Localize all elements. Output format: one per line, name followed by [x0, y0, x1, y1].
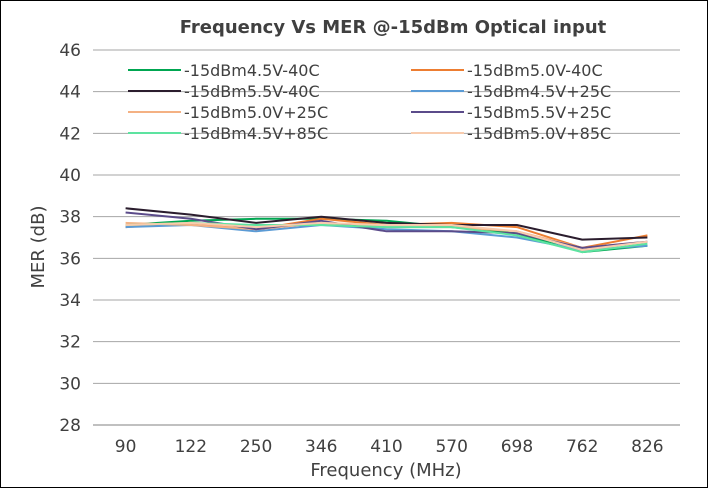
x-axis-label: Frequency (MHz)	[310, 460, 461, 481]
x-tick-label: 122	[175, 437, 207, 457]
x-axis-ticks: 90 122 250 346 410 570 698 762 826	[115, 437, 664, 457]
y-tick-label: 44	[59, 83, 81, 103]
series-lines	[125, 207, 648, 254]
legend-label: -15dBm5.0V+25C	[184, 103, 328, 122]
legend-item: -15dBm5.0V-40C	[411, 61, 603, 80]
legend-item: -15dBm5.0V+85C	[411, 124, 611, 143]
legend-item: -15dBm5.5V-40C	[128, 82, 320, 101]
y-axis-label: MER (dB)	[28, 206, 49, 289]
legend-label: -15dBm5.5V-40C	[184, 82, 320, 101]
series-line-3	[125, 207, 648, 241]
legend-item: -15dBm4.5V-40C	[128, 61, 320, 80]
y-tick-label: 40	[59, 166, 81, 186]
x-tick-label: 762	[566, 437, 598, 457]
legend-label: -15dBm4.5V+25C	[467, 82, 611, 101]
legend-item: -15dBm5.0V+25C	[128, 103, 328, 122]
legend-item: -15dBm4.5V+25C	[411, 82, 611, 101]
y-tick-label: 46	[59, 41, 81, 61]
x-tick-label: 346	[305, 437, 337, 457]
x-tick-label: 826	[631, 437, 663, 457]
x-tick-label: 90	[115, 437, 137, 457]
gridlines	[93, 49, 680, 426]
y-tick-label: 36	[59, 249, 81, 269]
y-tick-label: 30	[59, 374, 81, 394]
chart-title: Frequency Vs MER @-15dBm Optical input	[180, 17, 607, 38]
legend-item: -15dBm4.5V+85C	[128, 124, 328, 143]
legend: -15dBm4.5V-40C -15dBm5.0V-40C -15dBm5.5V-4…	[128, 61, 611, 143]
x-tick-label: 410	[370, 437, 402, 457]
x-tick-label: 250	[240, 437, 272, 457]
legend-label: -15dBm5.0V-40C	[467, 61, 603, 80]
series-line-8	[125, 221, 648, 251]
y-tick-label: 42	[59, 124, 81, 144]
legend-label: -15dBm4.5V-40C	[184, 61, 320, 80]
legend-label: -15dBm4.5V+85C	[184, 124, 328, 143]
y-tick-label: 28	[59, 416, 81, 436]
legend-label: -15dBm5.5V+25C	[467, 103, 611, 122]
legend-item: -15dBm5.5V+25C	[411, 103, 611, 122]
legend-label: -15dBm5.0V+85C	[467, 124, 611, 143]
x-tick-label: 570	[435, 437, 467, 457]
y-tick-label: 34	[59, 291, 81, 311]
y-tick-label: 32	[59, 333, 81, 353]
y-axis-ticks: 28 30 32 34 36 38 40 42 44 46	[59, 41, 81, 436]
x-tick-label: 698	[501, 437, 533, 457]
y-tick-label: 38	[59, 208, 81, 228]
